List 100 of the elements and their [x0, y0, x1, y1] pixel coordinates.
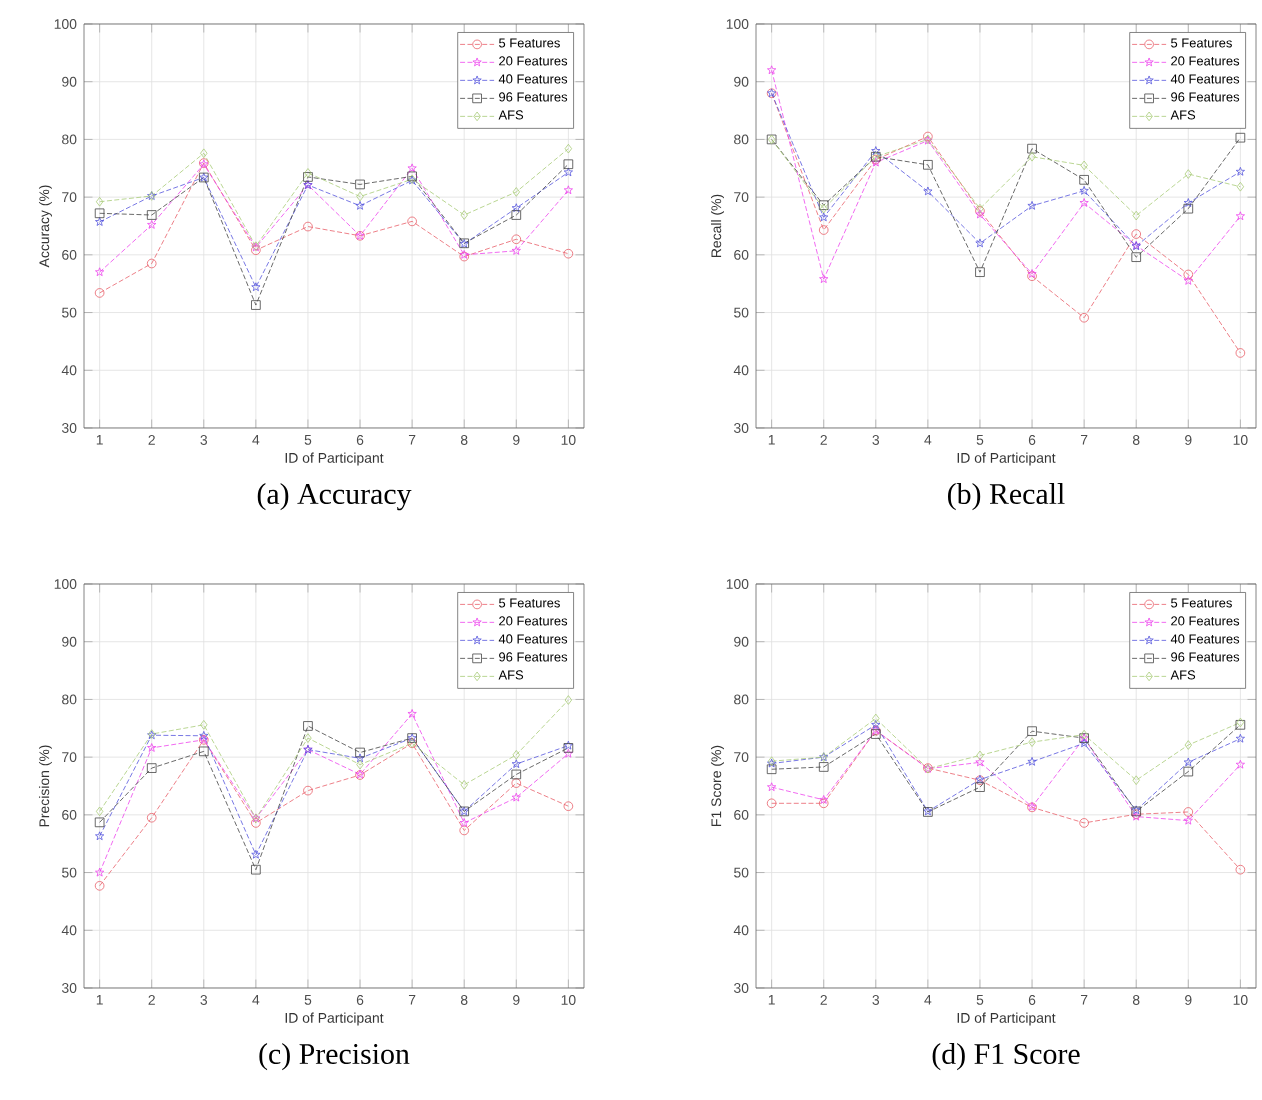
point — [1027, 201, 1037, 210]
point — [1079, 818, 1089, 828]
point — [1235, 211, 1245, 221]
point — [975, 238, 985, 248]
point — [564, 695, 573, 705]
point — [1079, 198, 1089, 207]
point — [512, 750, 520, 760]
point — [511, 210, 522, 220]
point — [355, 179, 365, 190]
point — [975, 757, 985, 767]
point — [146, 812, 157, 823]
point — [1079, 175, 1089, 185]
point — [975, 782, 985, 792]
point — [1079, 312, 1089, 323]
point — [923, 160, 933, 170]
point — [1183, 269, 1194, 280]
point — [563, 167, 573, 177]
point — [251, 849, 261, 859]
point — [407, 216, 417, 227]
point — [459, 818, 469, 827]
point — [511, 778, 522, 788]
point — [767, 65, 777, 75]
point — [355, 747, 365, 758]
point — [407, 709, 417, 718]
text: (a) Accuracy — [257, 483, 412, 511]
point — [767, 782, 777, 792]
point — [407, 163, 417, 173]
point — [251, 300, 261, 310]
point — [146, 258, 157, 269]
point — [563, 159, 574, 170]
point — [95, 196, 104, 207]
point — [147, 743, 157, 752]
point — [511, 769, 522, 780]
point — [1131, 252, 1141, 262]
point — [251, 818, 261, 828]
point — [1235, 348, 1246, 358]
point — [200, 148, 208, 159]
point — [819, 795, 829, 804]
point — [304, 733, 312, 743]
point — [1183, 757, 1193, 767]
point — [1184, 169, 1192, 179]
point — [95, 806, 104, 817]
point — [872, 713, 880, 724]
point — [766, 764, 777, 775]
point — [511, 234, 522, 245]
point — [146, 210, 157, 220]
point — [563, 248, 574, 259]
point — [1183, 766, 1194, 777]
point — [819, 212, 829, 222]
point — [512, 187, 520, 197]
point — [563, 748, 573, 758]
point — [1183, 815, 1193, 825]
point — [459, 825, 469, 836]
point — [766, 798, 777, 809]
point — [1079, 738, 1089, 748]
point — [1235, 733, 1245, 743]
point — [356, 759, 364, 770]
text: (c) Precision — [259, 1043, 410, 1071]
point — [1236, 181, 1245, 192]
point — [563, 185, 573, 195]
point — [563, 801, 574, 811]
point — [511, 203, 521, 213]
point — [511, 246, 521, 255]
point — [94, 881, 105, 891]
point — [355, 753, 365, 763]
point — [1235, 759, 1245, 769]
point — [871, 146, 881, 155]
point — [1184, 740, 1192, 750]
point — [94, 288, 105, 298]
point — [303, 785, 313, 796]
point — [200, 720, 208, 730]
point — [251, 282, 261, 292]
point — [819, 274, 829, 284]
point — [94, 817, 105, 828]
point — [199, 746, 209, 757]
point — [146, 763, 157, 773]
text: (d) F1 Score — [932, 1043, 1080, 1071]
point — [460, 780, 468, 790]
point — [1235, 166, 1245, 176]
point — [95, 831, 105, 841]
point — [1132, 210, 1140, 221]
point — [95, 217, 105, 226]
point — [975, 267, 985, 277]
point — [818, 798, 829, 809]
point — [1183, 276, 1193, 285]
point — [1028, 737, 1036, 747]
point — [564, 143, 573, 154]
point — [1183, 203, 1194, 214]
point — [460, 210, 468, 220]
point — [1027, 756, 1037, 766]
point — [1183, 198, 1193, 207]
point — [1027, 726, 1037, 736]
point — [976, 750, 984, 761]
point — [1080, 160, 1088, 171]
point — [1235, 864, 1246, 875]
point — [1028, 151, 1036, 162]
point — [1235, 132, 1246, 143]
point — [251, 864, 261, 875]
point — [1132, 775, 1140, 785]
point — [147, 220, 157, 229]
